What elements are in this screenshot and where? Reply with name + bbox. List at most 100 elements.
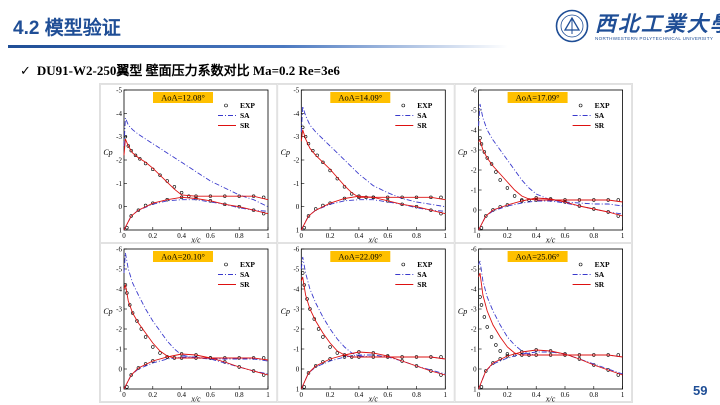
x-tick-label: 0.8 [412,391,421,399]
sr-lower-line [123,196,269,231]
sr-lower-line [300,195,446,231]
y-tick-label: -4 [116,286,122,294]
legend-label: SR [240,121,250,130]
x-tick-label: 0.6 [383,232,392,240]
y-tick-label: 0 [119,366,123,374]
subtitle-text: DU91-W2-250翼型 壁面压力系数对比 Ma=0.2 Re=3e6 [36,63,340,78]
exp-point [179,190,184,195]
x-tick-label: 0.2 [503,391,512,399]
exp-point [335,351,340,355]
y-axis-label: Cp [458,307,467,316]
y-tick-label: -4 [293,110,299,118]
exp-point [123,134,128,139]
y-tick-label: 0 [473,207,477,215]
exp-point [301,271,305,275]
y-tick-label: -1 [116,180,122,188]
x-tick-label: 0 [122,232,126,240]
legend-exp-marker [224,103,228,108]
y-tick-label: -5 [293,87,299,95]
aoa-box [330,251,391,262]
exp-point [484,369,488,373]
aoa-label: AoA=20.10° [161,252,205,262]
exp-point [135,319,139,323]
y-tick-label: -4 [471,127,477,135]
legend-label: SA [595,111,605,120]
university-name: 西北工業大學 [595,11,720,36]
exp-point [133,153,138,158]
x-tick-label: 0.8 [589,391,598,399]
plot-area [123,248,269,390]
aoa-label: AoA=22.09° [338,252,382,262]
plot-area [300,248,446,390]
sr-lower-line [478,197,623,231]
aoa-label: AoA=25.06° [516,252,560,262]
exp-point [328,345,332,349]
exp-point [129,373,133,377]
exp-point [489,335,494,339]
exp-point [494,343,498,347]
y-tick-label: -5 [471,107,477,115]
exp-point [129,148,133,153]
sr-upper-line [478,138,623,203]
exp-point [505,352,510,356]
exp-point [158,173,162,177]
university-seal-icon [555,9,589,43]
aoa-box [153,251,213,262]
exp-point [489,162,494,166]
legend-label: SR [595,121,605,130]
y-tick-label: -2 [293,326,299,334]
exp-point [129,214,133,218]
sa-lower-line [478,200,623,231]
y-axis-label: Cp [458,148,467,157]
exp-point [143,335,148,339]
x-axis-label: x/c [545,395,556,403]
legend-exp-marker [401,262,406,267]
y-tick-label: 1 [119,386,123,394]
legend-label: SR [417,121,427,130]
sa-upper-line [300,256,446,360]
y-tick-label: -6 [471,87,477,95]
y-tick-label: -4 [293,286,299,294]
y-tick-label: 0 [473,366,477,374]
y-tick-label: -3 [471,306,477,314]
exp-point [485,156,489,160]
y-tick-label: -1 [471,187,477,195]
legend-label: EXP [417,260,432,269]
x-tick-label: 0.6 [206,391,215,399]
aoa-box [507,251,568,262]
y-tick-label: -3 [293,306,299,314]
x-tick-label: 0.8 [235,232,244,240]
y-tick-label: 1 [296,227,300,235]
exp-point [321,335,325,339]
y-tick-label: -4 [116,110,122,118]
exp-point [306,214,311,218]
x-tick-label: 0.4 [532,232,541,240]
exp-point [484,214,488,218]
checkmark-icon: ✓ [20,64,31,79]
y-tick-label: 1 [473,386,477,394]
legend-exp-marker [578,103,583,108]
y-tick-label: -3 [116,133,122,141]
y-axis-label: Cp [103,148,112,157]
y-tick-label: -1 [116,346,122,354]
plot-area [300,89,446,231]
y-tick-label: 0 [296,366,300,374]
y-tick-label: -3 [293,133,299,141]
y-tick-label: 1 [473,227,477,235]
y-tick-label: -2 [293,157,299,165]
y-tick-label: -6 [293,246,299,254]
legend-label: SA [595,270,605,279]
exp-point [158,351,162,355]
x-tick-label: 1 [266,232,270,240]
legend-label: SR [417,280,427,289]
sr-upper-line [478,272,623,358]
aoa-label: AoA=14.09° [338,93,382,103]
y-tick-label: -5 [293,266,299,274]
x-tick-label: 0.8 [412,232,421,240]
x-tick-label: 0 [477,232,481,240]
exp-point [498,349,502,353]
